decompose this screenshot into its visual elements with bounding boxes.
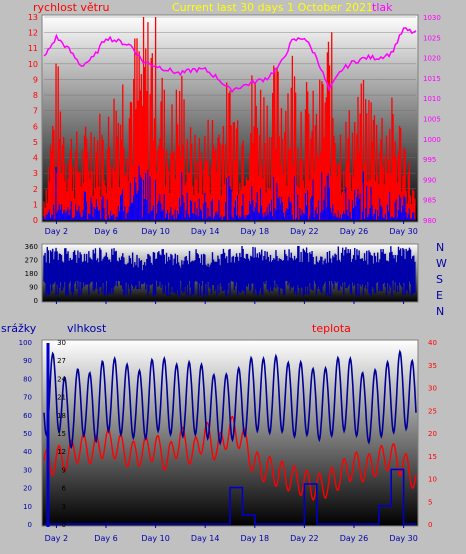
wind-label: rychlost větru xyxy=(33,1,110,14)
rain-line xyxy=(44,468,416,525)
wind-ytick-7: 7 xyxy=(33,107,38,116)
press-ytick-985: 985 xyxy=(423,197,436,205)
dir-label-0: N xyxy=(436,241,444,254)
x-tick-label-hum-6: Day 26 xyxy=(340,534,369,543)
wind-ytick-1: 1 xyxy=(33,200,38,209)
dir-label-4: N xyxy=(436,305,444,318)
temperature-label: teplota xyxy=(312,322,351,335)
rain-ytick-30: 30 xyxy=(23,466,32,474)
press-ytick-1005: 1005 xyxy=(423,116,441,124)
x-tick-label-hum-4: Day 18 xyxy=(241,534,270,543)
x-tick-label-wind-5: Day 22 xyxy=(290,227,319,236)
hum-ytick-15: 15 xyxy=(57,430,66,438)
wind-ytick-9: 9 xyxy=(33,75,38,84)
pressure-label: tlak xyxy=(372,1,393,14)
hum-ytick-27: 27 xyxy=(57,357,66,365)
dir-label-1: W xyxy=(436,257,447,270)
wind-ytick-3: 3 xyxy=(33,169,38,178)
hum-ytick-18: 18 xyxy=(57,412,66,420)
temp-ytick-35: 35 xyxy=(428,362,437,370)
dir-label-2: S xyxy=(436,273,443,286)
press-ytick-1020: 1020 xyxy=(423,55,441,63)
wind-ytick-4: 4 xyxy=(33,154,38,163)
hum-ytick-21: 21 xyxy=(57,394,66,402)
press-ytick-980: 980 xyxy=(423,217,436,225)
x-tick-label-wind-3: Day 14 xyxy=(191,227,220,236)
rain-label: srážky xyxy=(1,322,37,335)
rain-ytick-100: 100 xyxy=(19,339,32,347)
x-tick-label-hum-2: Day 10 xyxy=(141,534,170,543)
rain-ytick-90: 90 xyxy=(23,357,32,365)
dir-ytick-180: 180 xyxy=(25,270,38,278)
wind-ytick-12: 12 xyxy=(28,29,38,38)
hum-ytick-3: 3 xyxy=(62,503,66,511)
humidity-line xyxy=(43,349,417,449)
x-tick-label-wind-7: Day 30 xyxy=(389,227,418,236)
temp-ytick-25: 25 xyxy=(428,407,437,415)
rain-ytick-50: 50 xyxy=(23,430,32,438)
rain-ytick-80: 80 xyxy=(23,375,32,383)
temp-ytick-0: 0 xyxy=(428,521,432,529)
wind-ytick-5: 5 xyxy=(33,138,38,147)
press-ytick-990: 990 xyxy=(423,176,436,184)
hum-ytick-9: 9 xyxy=(62,466,66,474)
x-tick-label-wind-1: Day 6 xyxy=(94,227,117,236)
wind-ytick-10: 10 xyxy=(28,60,38,69)
temp-ytick-30: 30 xyxy=(428,385,437,393)
temp-ytick-15: 15 xyxy=(428,453,437,461)
hum-ytick-6: 6 xyxy=(62,485,67,493)
pressure-line xyxy=(43,27,417,94)
x-tick-label-hum-3: Day 14 xyxy=(191,534,220,543)
temp-ytick-10: 10 xyxy=(428,476,437,484)
x-tick-label-hum-7: Day 30 xyxy=(389,534,418,543)
hum-ytick-12: 12 xyxy=(57,448,66,456)
wind-ytick-8: 8 xyxy=(33,91,38,100)
wind-ytick-13: 13 xyxy=(28,13,38,22)
dir-label-3: E xyxy=(436,289,443,302)
temp-ytick-20: 20 xyxy=(428,430,437,438)
wind-ytick-0: 0 xyxy=(33,216,38,225)
wind-ytick-2: 2 xyxy=(33,185,38,194)
temp-ytick-5: 5 xyxy=(428,498,432,506)
x-tick-label-hum-5: Day 22 xyxy=(290,534,319,543)
temp-ytick-40: 40 xyxy=(428,339,437,347)
dir-ytick-90: 90 xyxy=(29,284,38,292)
x-tick-label-wind-4: Day 18 xyxy=(241,227,270,236)
press-ytick-1010: 1010 xyxy=(423,95,441,103)
x-tick-label-wind-2: Day 10 xyxy=(141,227,170,236)
rain-ytick-40: 40 xyxy=(23,448,32,456)
x-tick-label-wind-0: Day 2 xyxy=(45,227,68,236)
press-ytick-1030: 1030 xyxy=(423,14,441,22)
wind-ytick-11: 11 xyxy=(28,44,38,53)
hum-ytick-24: 24 xyxy=(57,375,66,383)
rain-ytick-10: 10 xyxy=(23,503,32,511)
rain-ytick-60: 60 xyxy=(23,412,32,420)
press-ytick-1015: 1015 xyxy=(423,75,441,83)
wind-ytick-6: 6 xyxy=(33,122,38,131)
rain-ytick-70: 70 xyxy=(23,394,32,402)
hum-ytick-30: 30 xyxy=(57,339,66,347)
press-ytick-995: 995 xyxy=(423,156,436,164)
rain-ytick-20: 20 xyxy=(23,485,32,493)
press-ytick-1000: 1000 xyxy=(423,136,441,144)
press-ytick-1025: 1025 xyxy=(423,34,441,42)
x-tick-label-hum-1: Day 6 xyxy=(94,534,117,543)
dir-ytick-270: 270 xyxy=(25,257,38,265)
humidity-label: vlhkost xyxy=(67,322,107,335)
chart-title: Current last 30 days 1 October 2021 xyxy=(172,1,374,14)
x-tick-label-hum-0: Day 2 xyxy=(45,534,68,543)
dir-ytick-0: 0 xyxy=(34,297,38,305)
rain-ytick-0: 0 xyxy=(28,521,32,529)
x-tick-label-wind-6: Day 26 xyxy=(340,227,369,236)
dir-ytick-360: 360 xyxy=(25,243,38,251)
hum-ytick-0: 0 xyxy=(62,521,66,529)
